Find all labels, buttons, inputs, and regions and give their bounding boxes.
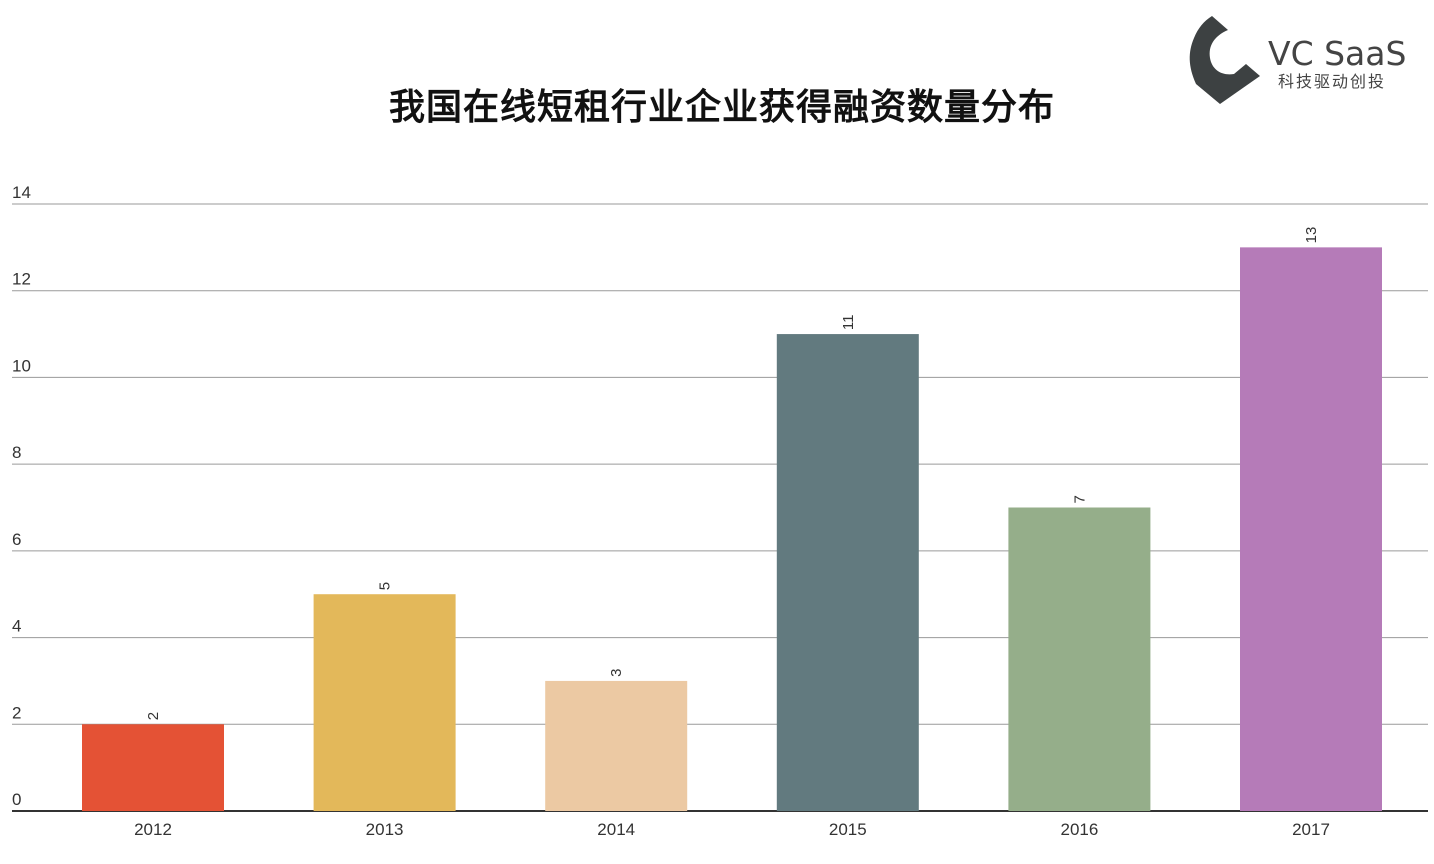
x-tick-label: 2013 <box>366 820 404 839</box>
data-label: 7 <box>1071 495 1088 503</box>
y-tick-label: 6 <box>12 530 21 549</box>
data-label: 3 <box>608 669 625 677</box>
x-tick-label: 2015 <box>829 820 867 839</box>
data-label: 5 <box>377 582 394 590</box>
bar-2012 <box>82 724 224 811</box>
bar-2017 <box>1240 247 1382 811</box>
logo-tagline: 科技驱动创投 <box>1278 72 1387 91</box>
data-label: 13 <box>1303 227 1320 244</box>
data-label: 2 <box>145 712 162 720</box>
x-tick-label: 2016 <box>1060 820 1098 839</box>
bar-2013 <box>313 594 456 811</box>
y-tick-label: 2 <box>12 703 21 722</box>
data-label: 11 <box>840 314 857 330</box>
vc-saas-logo-icon <box>1189 16 1260 104</box>
bar-2014 <box>545 680 688 811</box>
bars <box>82 247 1382 811</box>
y-tick-label: 14 <box>12 183 31 202</box>
y-tick-label: 10 <box>12 356 31 375</box>
logo-name: VC SaaS <box>1268 34 1407 73</box>
bar-2016 <box>1008 507 1151 811</box>
gridlines <box>12 203 1428 812</box>
x-tick-label: 2012 <box>134 820 172 839</box>
y-tick-label: 0 <box>12 790 21 809</box>
bar-2015 <box>776 334 919 811</box>
y-tick-label: 4 <box>12 617 21 636</box>
y-tick-label: 12 <box>12 270 31 289</box>
chart-title: 我国在线短租行业企业获得融资数量分布 <box>388 87 1055 128</box>
x-tick-label: 2014 <box>597 820 635 839</box>
y-tick-label: 8 <box>12 443 21 462</box>
labels: 0 2 4 6 8 10 12 14 2012 2 2013 5 2014 3 2015 11 2016 7 201… <box>12 183 1330 839</box>
vc-saas-logo: VC SaaS 科技驱动创投 <box>1188 14 1418 106</box>
x-tick-label: 2017 <box>1292 820 1330 839</box>
